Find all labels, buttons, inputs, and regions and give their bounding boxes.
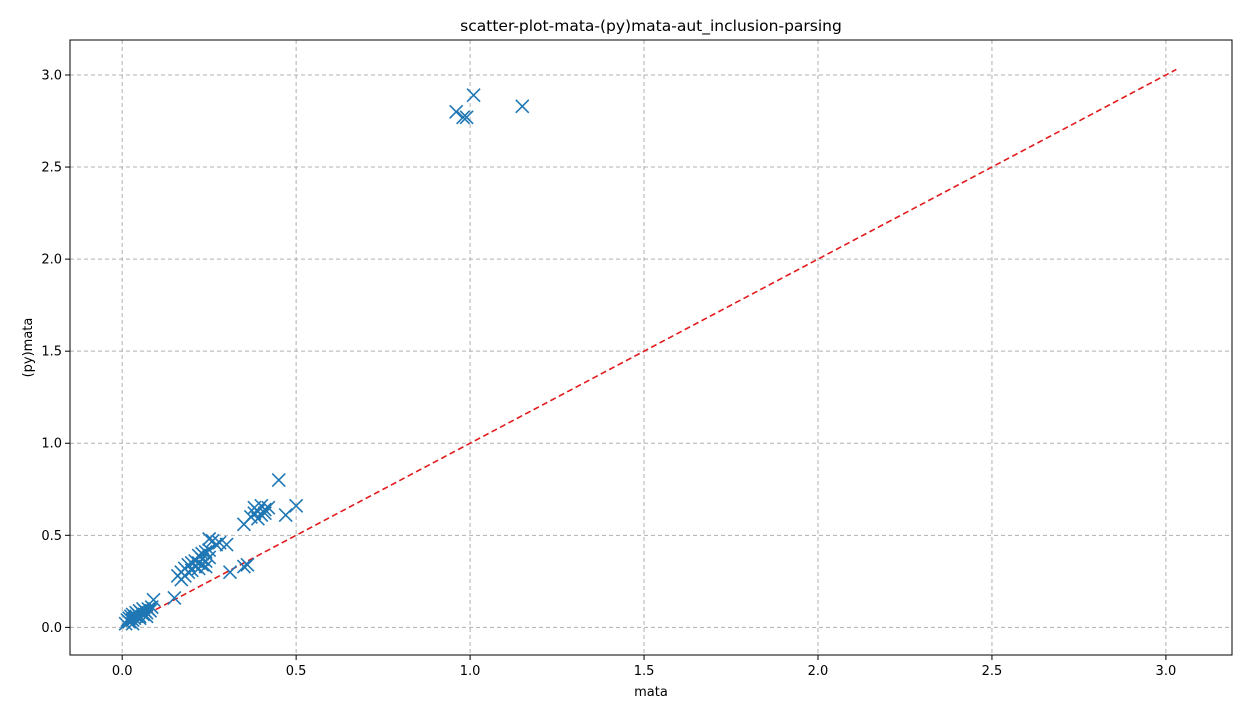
- y-axis-label: (py)mata: [21, 318, 36, 378]
- y-tick-label: 0.0: [41, 621, 62, 636]
- scatter-point: [289, 498, 304, 513]
- x-axis-ticks: 0.0 0.5 1.0 1.5 2.0 2.5 3.0: [112, 655, 1176, 679]
- grid: [70, 40, 1232, 655]
- x-tick-label: 3.0: [1156, 664, 1177, 679]
- scatter-point: [209, 537, 224, 552]
- scatter-point: [459, 110, 474, 125]
- scatter-point: [278, 507, 293, 523]
- y-tick-label: 1.0: [41, 437, 62, 452]
- scatter-point: [202, 542, 217, 558]
- scatter-point: [202, 550, 217, 565]
- scatter-point: [257, 502, 272, 517]
- x-tick-label: 2.5: [982, 664, 1003, 679]
- scatter-point: [261, 500, 276, 515]
- scatter-point: [449, 104, 464, 119]
- x-tick-label: 0.0: [112, 664, 133, 679]
- scatter-point: [271, 473, 286, 488]
- scatter-point: [236, 559, 252, 574]
- scatter-point: [195, 546, 210, 561]
- x-axis-label: mata: [634, 685, 668, 700]
- y-tick-label: 3.0: [41, 68, 62, 83]
- y-tick-label: 2.0: [41, 253, 62, 268]
- plot-frame: [69, 39, 1233, 656]
- scatter-point: [202, 531, 217, 547]
- scatter-point: [146, 592, 161, 607]
- scatter-point: [198, 559, 213, 574]
- scatter-point: [466, 88, 481, 103]
- scatter-points: [118, 88, 530, 631]
- scatter-point: [222, 565, 238, 580]
- scatter-point: [456, 110, 471, 125]
- y-tick-label: 0.5: [41, 529, 62, 544]
- y-tick-label: 2.5: [41, 161, 62, 176]
- scatter-point: [515, 99, 530, 114]
- reference-line-layer: [121, 68, 1177, 629]
- scatter-point: [139, 609, 154, 624]
- y-tick-label: 1.5: [41, 345, 62, 360]
- x-tick-label: 0.5: [286, 664, 307, 679]
- chart-title: scatter-plot-mata-(py)mata-aut_inclusion…: [460, 17, 842, 36]
- x-tick-label: 1.0: [460, 664, 481, 679]
- x-tick-label: 2.0: [808, 664, 829, 679]
- scatter-point: [240, 557, 255, 572]
- scatter-point: [219, 537, 234, 552]
- y-axis-ticks: 0.0 0.5 1.0 1.5 2.0 2.5 3.0: [41, 68, 70, 636]
- scatter-point: [125, 616, 140, 631]
- scatter-point: [181, 565, 196, 580]
- x-tick-label: 1.5: [634, 664, 655, 679]
- reference-line: [121, 68, 1177, 629]
- scatter-point: [167, 590, 182, 605]
